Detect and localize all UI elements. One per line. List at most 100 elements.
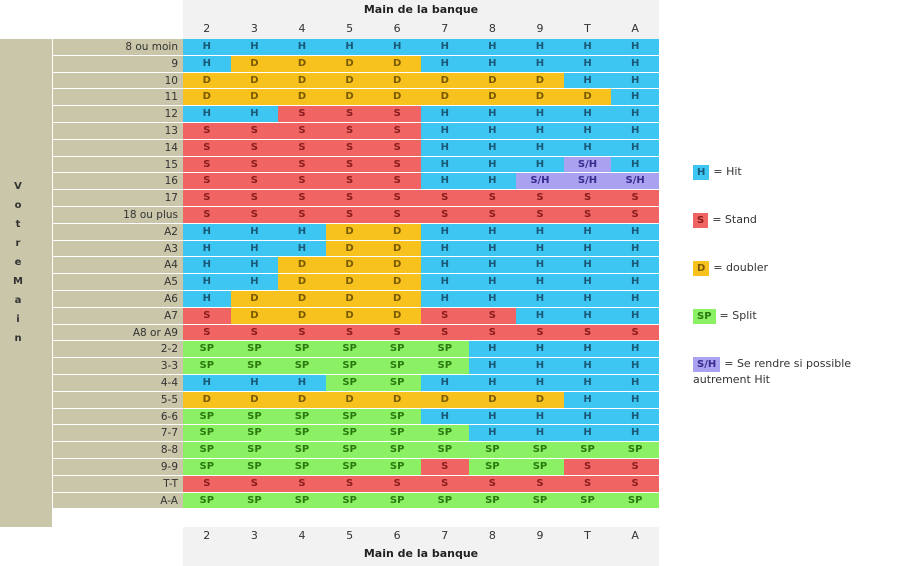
strategy-cell: S	[373, 324, 421, 341]
strategy-cell: S	[468, 475, 517, 492]
table-row: SP SP SP SP SP SP SP SP SP SP	[183, 442, 659, 458]
strategy-cell: H	[516, 274, 564, 290]
strategy-cell: D	[278, 274, 326, 290]
row-label: A8 or A9	[53, 324, 183, 341]
table-row: H H H SP SP H H H H H	[183, 374, 659, 391]
column-header-bottom: 2 3 4 5 6 7 8 9 T A Main de la banque	[183, 527, 659, 566]
strategy-cell: SP	[183, 358, 231, 374]
strategy-cell: H	[611, 39, 659, 55]
strategy-cell: H	[516, 374, 564, 391]
strategy-cell: H	[611, 307, 659, 324]
table-row: SP SP SP SP SP SP H H H H	[183, 425, 659, 442]
strategy-cell: S	[325, 206, 374, 223]
strategy-cell: H	[230, 374, 279, 391]
column-tick-label: 4	[298, 22, 306, 35]
strategy-cell: H	[468, 122, 517, 139]
legend-item: S/H = Se rendre si possible autrement Hit	[693, 356, 851, 387]
legend-item: S = Stand	[693, 212, 757, 228]
column-header-top: Main de la banque 2 3 4 5 6 7 8 9 T A	[183, 0, 659, 39]
strategy-cell: S	[183, 206, 231, 223]
strategy-cell: H	[563, 240, 612, 257]
strategy-cell: H	[611, 240, 659, 257]
legend-text: = Split	[719, 309, 757, 322]
legend-item: SP = Split	[693, 308, 757, 324]
strategy-cell: D	[420, 72, 469, 89]
strategy-cell: SP	[325, 458, 374, 475]
strategy-cell: S	[278, 156, 326, 173]
strategy-cell: H	[420, 240, 469, 257]
strategy-cell: D	[230, 72, 279, 89]
strategy-cell: D	[563, 89, 612, 106]
row-label: 8 ou moin	[53, 39, 183, 55]
strategy-cell: H	[563, 122, 612, 139]
strategy-cell: H	[516, 106, 564, 122]
strategy-cell: D	[230, 89, 279, 106]
legend-text-2: autrement Hit	[693, 373, 770, 386]
strategy-cell: S	[325, 106, 374, 122]
strategy-cell: S	[278, 324, 326, 341]
strategy-cell: H	[420, 39, 469, 55]
strategy-cell: S	[373, 156, 421, 173]
strategy-cell: SP	[325, 374, 374, 391]
strategy-cell: S	[420, 458, 469, 475]
strategy-cell: D	[468, 89, 517, 106]
table-row: SP SP SP SP SP SP SP SP SP SP	[183, 492, 659, 509]
strategy-cell: S	[325, 173, 374, 190]
strategy-cell: SP	[325, 408, 374, 425]
row-label: 2-2	[53, 341, 183, 358]
strategy-cell: S	[278, 173, 326, 190]
strategy-cell: H	[563, 106, 612, 122]
strategy-cell: H	[516, 290, 564, 307]
column-tick-label: 9	[536, 22, 544, 35]
strategy-cell: SP	[230, 458, 279, 475]
legend-swatch: D	[693, 261, 710, 276]
strategy-cell: S	[183, 139, 231, 156]
strategy-cell: S	[278, 122, 326, 139]
strategy-cell: H	[183, 240, 231, 257]
strategy-cell: H	[611, 106, 659, 122]
strategy-cell: H	[468, 156, 517, 173]
strategy-cell: H	[516, 122, 564, 139]
strategy-cell: S	[563, 206, 612, 223]
strategy-cell: H	[468, 408, 517, 425]
strategy-cell: D	[325, 290, 374, 307]
strategy-cell: H	[183, 274, 231, 290]
strategy-cell: D	[325, 274, 374, 290]
table-row: SP SP SP SP SP S SP SP S S	[183, 458, 659, 475]
strategy-cell: H	[563, 139, 612, 156]
strategy-cell: S	[563, 190, 612, 206]
row-label: A2	[53, 223, 183, 240]
strategy-cell: H	[420, 122, 469, 139]
strategy-cell: S	[420, 475, 469, 492]
row-label: 15	[53, 156, 183, 173]
strategy-cell: H	[183, 290, 231, 307]
strategy-cell: S	[183, 307, 231, 324]
row-label: A-A	[53, 492, 183, 509]
strategy-cell: D	[373, 391, 421, 408]
strategy-cell: S	[563, 475, 612, 492]
row-label: T-T	[53, 475, 183, 492]
strategy-cell: SP	[325, 358, 374, 374]
strategy-cell: SP	[278, 442, 326, 458]
strategy-cell: H	[468, 55, 517, 72]
column-tick-labels-top: 2 3 4 5 6 7 8 9 T A	[183, 22, 659, 35]
strategy-cell: H	[468, 257, 517, 274]
strategy-cell: SP	[373, 492, 421, 509]
strategy-cell: SP	[278, 341, 326, 358]
strategy-cell: H	[611, 408, 659, 425]
strategy-cell: H	[611, 55, 659, 72]
strategy-cell: D	[325, 89, 374, 106]
strategy-cell: D	[468, 72, 517, 89]
strategy-cell: H	[516, 358, 564, 374]
strategy-cell: H	[516, 408, 564, 425]
